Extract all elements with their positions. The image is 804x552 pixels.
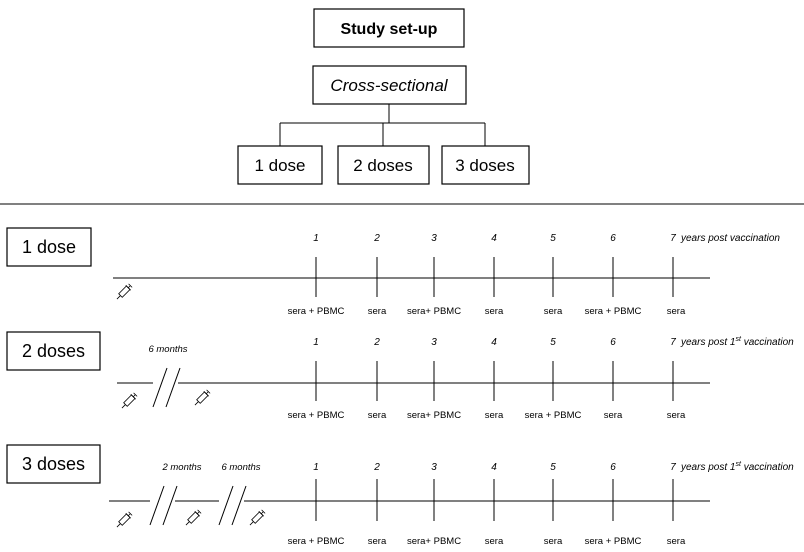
row-label-box: [6, 227, 92, 267]
axis-break: [162, 485, 178, 526]
syringe-icon: [116, 283, 133, 300]
year-label: 1: [313, 462, 319, 473]
syringe-icon: [116, 511, 133, 528]
sample-label: sera+ PBMC: [407, 306, 461, 317]
year-label: 4: [491, 233, 497, 244]
end-label: years post vaccination: [680, 233, 780, 244]
timeline-row: 3 doses 2 months 6 months 1 sera + PBMC 2 sera…: [6, 444, 794, 547]
sample-label: sera: [485, 410, 504, 421]
setup-title: Study set-up: [341, 21, 438, 38]
group-label-2: 2 doses: [353, 156, 413, 175]
year-label: 5: [550, 462, 556, 473]
year-label: 6: [610, 233, 616, 244]
end-label-sup: st: [735, 461, 742, 468]
year-label: 2: [373, 337, 380, 348]
end-label-sup: st: [735, 336, 742, 343]
sample-label: sera: [667, 536, 686, 547]
sample-label: sera: [485, 306, 504, 317]
axis-break: [165, 367, 181, 408]
axis-break: [218, 485, 234, 526]
year-label: 7: [670, 462, 676, 473]
row-label: 2 doses: [22, 341, 85, 361]
group-box-3: [441, 145, 530, 185]
timelines: 1 dose 1 sera + PBMC 2 sera 3 sera+ PBMC 4 sera 5…: [6, 227, 794, 547]
sample-label: sera + PBMC: [585, 536, 642, 547]
group-label-1: 1 dose: [254, 156, 305, 175]
end-label-suffix: vaccination: [741, 337, 794, 348]
year-label: 4: [491, 462, 497, 473]
sample-label: sera + PBMC: [525, 410, 582, 421]
year-label: 2: [373, 233, 380, 244]
row-label-box: [6, 331, 101, 371]
sample-label: sera: [667, 306, 686, 317]
sample-label: sera + PBMC: [288, 536, 345, 547]
syringe-icon: [194, 389, 211, 406]
setup-tree: Study set-up Cross-sectional 1 dose 2 do…: [237, 8, 530, 185]
interval-label: 2 months: [161, 462, 201, 473]
axis-break: [231, 485, 247, 526]
year-label: 2: [373, 462, 380, 473]
year-label: 3: [431, 462, 437, 473]
sample-label: sera: [544, 306, 563, 317]
sample-label: sera + PBMC: [288, 410, 345, 421]
year-label: 6: [610, 462, 616, 473]
sample-label: sera: [667, 410, 686, 421]
year-label: 5: [550, 233, 556, 244]
group-box-1: [237, 145, 323, 185]
group-box-2: [337, 145, 430, 185]
syringe-icon: [185, 509, 202, 526]
year-label: 3: [431, 233, 437, 244]
year-label: 5: [550, 337, 556, 348]
sample-label: sera+ PBMC: [407, 536, 461, 547]
group-label-3: 3 doses: [455, 156, 515, 175]
year-label: 1: [313, 337, 319, 348]
syringe-icon: [249, 509, 266, 526]
year-label: 1: [313, 233, 319, 244]
end-label-main: years post 1: [680, 462, 735, 473]
timeline-row: 1 dose 1 sera + PBMC 2 sera 3 sera+ PBMC 4 sera 5…: [6, 227, 780, 317]
sample-label: sera: [368, 306, 387, 317]
year-label: 3: [431, 337, 437, 348]
row-label: 3 doses: [22, 454, 85, 474]
sample-label: sera+ PBMC: [407, 410, 461, 421]
interval-label: 6 months: [148, 344, 187, 355]
end-label-suffix: vaccination: [741, 462, 794, 473]
sample-label: sera: [485, 536, 504, 547]
sample-label: sera: [604, 410, 623, 421]
end-label: years post 1st vaccination: [680, 461, 794, 473]
sample-label: sera + PBMC: [288, 306, 345, 317]
end-label: years post 1st vaccination: [680, 336, 794, 348]
sample-label: sera: [368, 410, 387, 421]
syringe-icon: [121, 392, 138, 409]
sample-label: sera: [368, 536, 387, 547]
timeline-row: 2 doses 6 months 1 sera + PBMC 2 sera 3 sera+ P…: [6, 331, 794, 421]
sample-label: sera + PBMC: [585, 306, 642, 317]
design-box: [312, 65, 467, 105]
sample-label: sera: [544, 536, 563, 547]
year-label: 6: [610, 337, 616, 348]
year-label: 4: [491, 337, 497, 348]
end-label-main: years post vaccination: [680, 233, 780, 244]
axis-break: [152, 367, 168, 408]
axis-break: [149, 485, 165, 526]
year-label: 7: [670, 233, 676, 244]
row-label-box: [6, 444, 101, 484]
end-label-main: years post 1: [680, 337, 735, 348]
year-label: 7: [670, 337, 676, 348]
design-label: Cross-sectional: [330, 76, 448, 95]
interval-label: 6 months: [221, 462, 260, 473]
row-label: 1 dose: [22, 237, 76, 257]
setup-title-box: [313, 8, 465, 48]
